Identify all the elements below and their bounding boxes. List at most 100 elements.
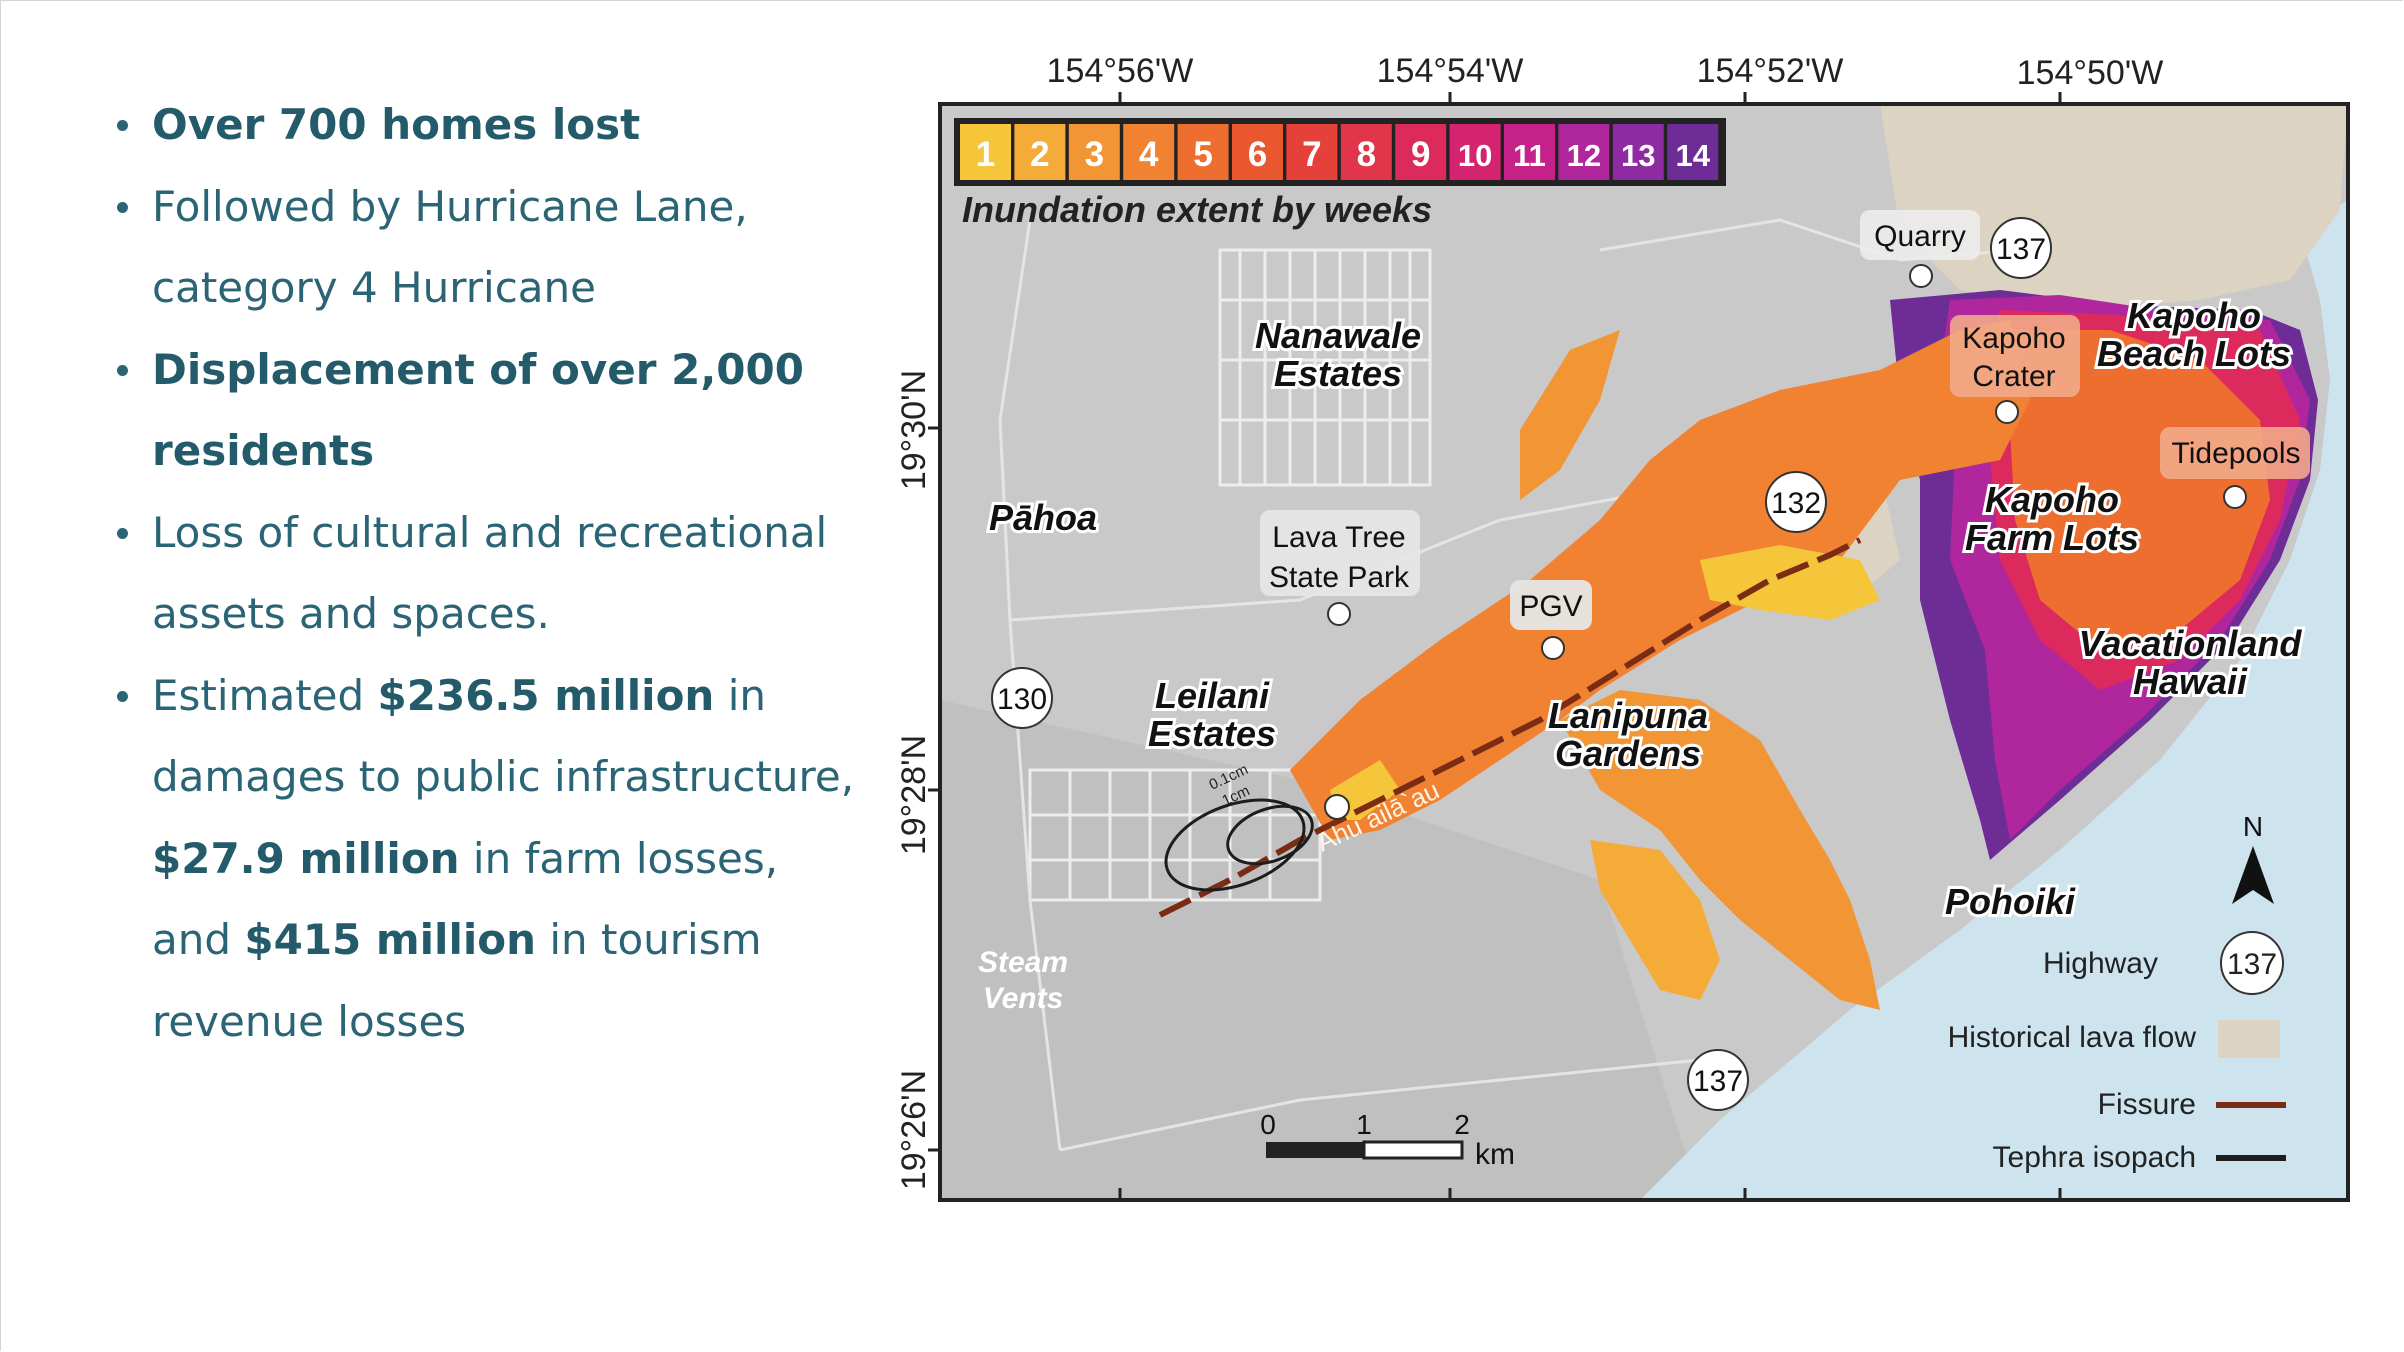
nanawale-streets: [1218, 248, 1432, 487]
place-kapoho-beach-line1: Kapoho: [2127, 295, 2261, 336]
longitude-label: 154°54'W: [1377, 52, 1524, 90]
bullet-text: Followed by Hurricane Lane, category 4 H…: [152, 181, 748, 313]
poi-marker: [1995, 400, 2019, 424]
lava-week-4: [1290, 320, 2030, 840]
legend-week-label: 11: [1513, 138, 1546, 173]
legend-week-label: 2: [1030, 135, 1049, 174]
historical-lava-flow: [1880, 104, 2348, 310]
bullet-text: in damages to public infrastructure,: [152, 670, 855, 802]
place-kapoho-beach-line2: Beach Lots: [2097, 333, 2291, 374]
legend-swatch-week-13: [1612, 124, 1664, 180]
inundation-week-legend: 1 2 3 4 5 6 7 8 9 10 11 12 13 14: [954, 118, 1726, 186]
ocean: [1640, 104, 2348, 1200]
poi-marker: [1909, 264, 1933, 288]
scale-tick-0: 0: [1260, 1109, 1276, 1140]
longitude-label: 154°56'W: [1047, 52, 1194, 90]
key-fissure-label: Fissure: [2098, 1088, 2196, 1121]
legend-swatch-week-5: [1177, 124, 1229, 180]
lava-week-2: [1590, 840, 1720, 1000]
bullet-item: Over 700 homes lost: [105, 84, 865, 166]
north-arrow-icon: [2232, 846, 2274, 904]
lava-week-3: [1560, 690, 1880, 1010]
latitude-label: 19°26'N: [895, 1070, 933, 1190]
points-of-interest: Quarry Kapoho Crater Tidepools Lava Tree…: [1260, 210, 2310, 820]
legend-week-label: 14: [1675, 138, 1710, 173]
poi-marker: [2223, 485, 2247, 509]
bullet-text: in tourism revenue losses: [152, 915, 762, 1046]
place-vacationland-line2: Hawaii: [2133, 661, 2248, 702]
poi-kapoho-crater-line2: Crater: [1972, 360, 2055, 393]
longitude-label: 154°50'W: [2017, 54, 2164, 92]
legend-week-label: 9: [1411, 135, 1430, 174]
lava-week-1: [1700, 545, 1880, 620]
legend-week-label: 5: [1193, 135, 1212, 174]
north-label: N: [2243, 811, 2263, 842]
bullet-text: in farm losses, and: [152, 833, 779, 965]
graticule-ticks: [928, 92, 2350, 1200]
place-leilani-line1: Leilani: [1155, 675, 1270, 716]
key-historical-label: Historical lava flow: [1948, 1021, 2197, 1054]
place-kapoho-farm-line2: Farm Lots: [1965, 517, 2139, 558]
legend-week-label: 3: [1085, 135, 1104, 174]
place-vacationland-line1: Vacationland: [2079, 623, 2303, 664]
legend-swatch-week-4: [1123, 124, 1175, 180]
poi-kapoho-crater-line1: Kapoho: [1962, 322, 2065, 355]
longitude-label: 154°52'W: [1697, 52, 1844, 90]
bullet-emphasis: Displacement of over 2,000 residents: [152, 344, 804, 476]
legend-swatch-week-1: [960, 124, 1011, 180]
steam-vents-label: Steam Vents: [978, 946, 1068, 1015]
legend-swatch-week-11: [1504, 124, 1555, 180]
key-highway-label: Highway: [2043, 947, 2158, 980]
legend-week-label: 7: [1302, 135, 1321, 174]
legend-swatch-week-8: [1340, 124, 1392, 180]
isopach-outer: [1164, 798, 1306, 892]
impact-bullet-list: Over 700 homes lost Followed by Hurricane…: [105, 84, 865, 1062]
fissure-line: [1158, 537, 1862, 918]
legend-week-label: 8: [1357, 135, 1376, 174]
bullet-emphasis: Over 700 homes lost: [152, 100, 641, 149]
bullet-item: Estimated $236.5 million in damages to p…: [105, 655, 865, 1063]
legend-swatch-week-2: [1014, 124, 1066, 180]
poi-marker: [1541, 636, 1565, 660]
bullet-text: Loss of cultural and recreational assets…: [152, 507, 828, 639]
legend-week-label: 12: [1567, 138, 1601, 173]
highway-130: 130: [997, 683, 1047, 716]
bullet-emphasis: $236.5 million: [377, 670, 715, 720]
legend-week-label: 6: [1248, 135, 1267, 174]
poi-marker: [1327, 602, 1351, 626]
poi-tidepools-label: Tidepools: [2172, 437, 2301, 470]
place-kapoho-farm-line1: Kapoho: [1985, 479, 2119, 520]
vent-marker: [1324, 794, 1350, 820]
key-tephra-label: Tephra isopach: [1993, 1141, 2196, 1174]
legend-swatch-week-3: [1068, 124, 1120, 180]
scale-unit: km: [1475, 1138, 1515, 1171]
place-leilani-line2: Estates: [1148, 713, 1276, 754]
longitude-labels: 154°56'W 154°54'W 154°52'W 154°50'W: [1047, 52, 2164, 92]
legend-week-label: 4: [1139, 135, 1159, 174]
map-key: Highway 137 Historical lava flow Fissure…: [1948, 931, 2286, 1174]
lava-week-5: [2010, 330, 2270, 650]
scale-tick-2: 2: [1454, 1109, 1470, 1140]
map-frame: [938, 102, 2350, 1202]
legend-swatch-week-10: [1449, 124, 1501, 180]
scale-tick-1: 1: [1356, 1109, 1372, 1140]
legend-week-label: 13: [1621, 138, 1655, 173]
bullet-emphasis: $415 million: [244, 915, 536, 964]
scale-bar: 0 1 2 km: [1260, 1109, 1515, 1171]
key-highway-number: 137: [2227, 948, 2277, 981]
north-arrow: N: [2232, 811, 2274, 904]
bullet-item: Displacement of over 2,000 residents: [105, 329, 865, 492]
highway-137-south: 137: [1693, 1065, 1743, 1098]
highway-137-north: 137: [1996, 233, 2046, 266]
inundation-legend-title: Inundation extent by weeks: [962, 189, 1432, 230]
isopach-inner: [1226, 804, 1314, 866]
place-nanawale-line1: Nanawale: [1255, 315, 1421, 356]
legend-swatch-week-12: [1558, 124, 1610, 180]
latitude-label: 19°30'N: [895, 370, 933, 490]
highway-shields: 137 132 130 137: [991, 217, 2052, 1111]
legend-swatch-week-14: [1667, 124, 1719, 180]
place-pahoa: Pāhoa: [989, 497, 1097, 538]
highway-132: 132: [1771, 487, 1821, 520]
poi-quarry-label: Quarry: [1874, 220, 1966, 253]
